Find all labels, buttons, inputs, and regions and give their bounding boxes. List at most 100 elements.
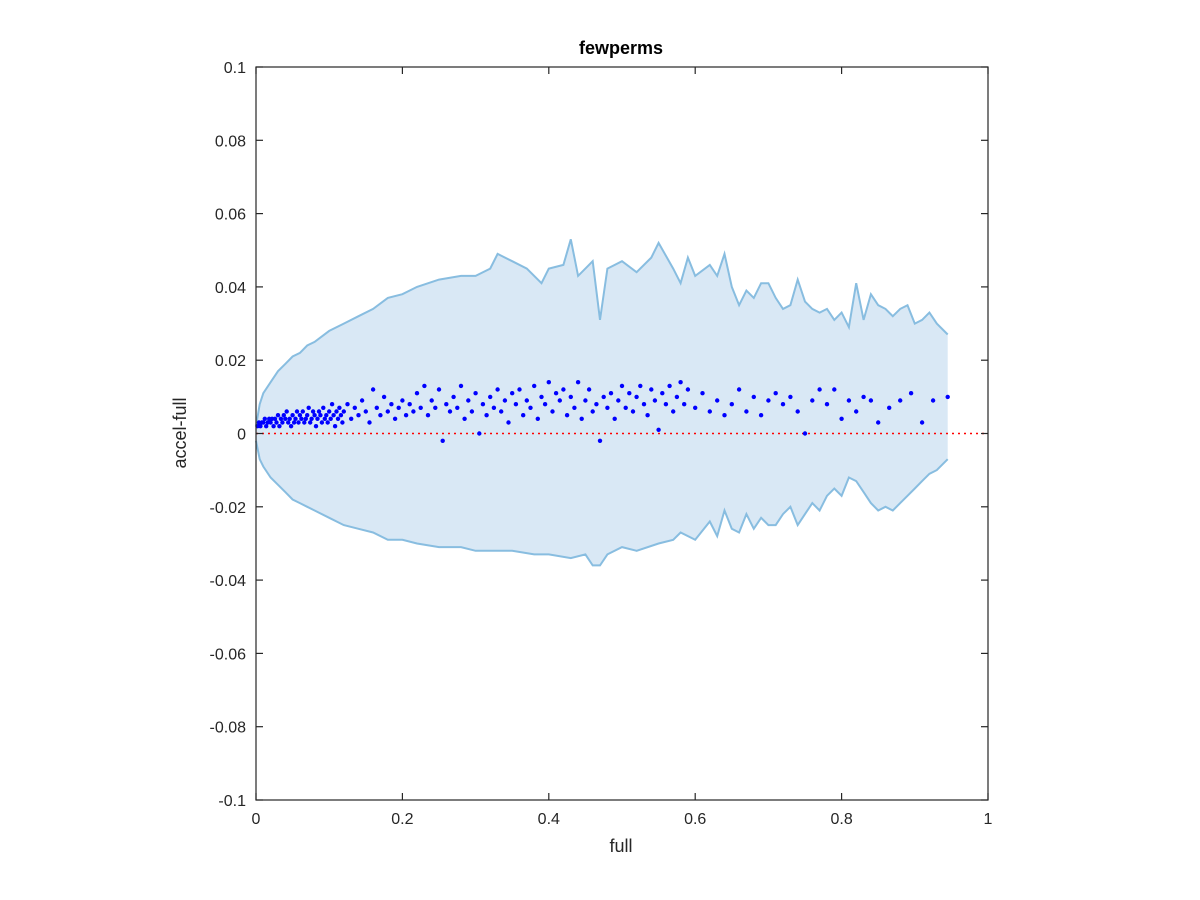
- data-point: [685, 387, 691, 392]
- data-point: [868, 398, 874, 403]
- data-point: [313, 424, 319, 429]
- axis-ticks: 0 0.2 0.4 0.6 0.8 1 -0.1 -0.08 -0.06 -0.04 -0.02 0 0…: [210, 60, 993, 828]
- data-point: [623, 405, 628, 410]
- data-point: [693, 405, 698, 410]
- data-point: [590, 409, 595, 414]
- data-point: [335, 416, 341, 421]
- data-point: [308, 420, 313, 425]
- data-point: [293, 416, 298, 421]
- data-point: [627, 391, 632, 396]
- confidence-band: [255, 239, 949, 567]
- data-point: [488, 394, 493, 400]
- data-point: [744, 409, 749, 414]
- data-point: [561, 387, 566, 392]
- data-point: [586, 387, 592, 392]
- data-point: [810, 398, 815, 403]
- data-point: [930, 398, 936, 403]
- data-point: [422, 383, 427, 389]
- data-point: [440, 438, 445, 443]
- data-point: [766, 398, 771, 403]
- data-point: [667, 383, 672, 389]
- y-tick-label: 0: [237, 427, 246, 444]
- data-point: [455, 405, 460, 410]
- data-point: [275, 413, 281, 418]
- data-point: [340, 420, 345, 425]
- data-point: [370, 387, 376, 392]
- data-point: [528, 405, 533, 410]
- data-point: [280, 420, 285, 425]
- data-point: [513, 402, 519, 407]
- scatter-points: [255, 380, 950, 443]
- data-point: [447, 409, 453, 414]
- data-point: [773, 391, 778, 396]
- data-point: [385, 409, 390, 414]
- data-point: [288, 424, 294, 429]
- band-fill: [256, 239, 948, 566]
- data-point: [817, 387, 822, 392]
- data-point: [389, 402, 394, 407]
- y-tick-label: 0.08: [215, 133, 246, 150]
- data-point: [550, 409, 555, 414]
- x-axis-title: full: [609, 836, 632, 856]
- data-point: [495, 387, 500, 392]
- x-tick-label: 1: [984, 811, 993, 828]
- data-point: [945, 394, 950, 400]
- data-point: [832, 387, 837, 392]
- data-point: [608, 391, 614, 396]
- data-point: [630, 409, 636, 414]
- data-point: [502, 398, 508, 403]
- data-point: [510, 391, 515, 396]
- y-tick-label: -0.1: [218, 793, 246, 810]
- data-point: [296, 420, 301, 425]
- data-point: [908, 391, 914, 396]
- x-tick-label: 0.2: [391, 811, 413, 828]
- data-point: [707, 409, 712, 414]
- data-point: [645, 413, 650, 418]
- data-point: [367, 420, 372, 425]
- data-point: [524, 398, 529, 403]
- data-point: [264, 424, 269, 429]
- data-point: [356, 413, 361, 418]
- data-point: [451, 394, 456, 400]
- data-point: [542, 402, 548, 407]
- y-tick-label: -0.02: [210, 500, 247, 517]
- band-upper-line: [255, 239, 949, 427]
- data-point: [345, 402, 350, 407]
- data-point: [318, 413, 323, 418]
- data-point: [291, 420, 297, 425]
- data-point: [575, 380, 581, 385]
- data-point: [359, 398, 365, 403]
- y-tick-label: 0.04: [215, 280, 246, 297]
- data-point: [329, 402, 335, 407]
- data-point: [612, 416, 617, 421]
- data-point: [429, 398, 434, 403]
- data-point: [302, 420, 307, 425]
- data-point: [322, 416, 327, 421]
- data-point: [656, 427, 661, 432]
- data-point: [663, 402, 669, 407]
- data-point: [506, 420, 511, 425]
- data-point: [521, 413, 526, 418]
- y-axis-title: accel-full: [170, 397, 190, 468]
- data-point: [272, 416, 278, 421]
- data-point: [532, 383, 537, 389]
- data-point: [652, 398, 658, 403]
- data-point: [678, 380, 683, 385]
- data-point: [306, 405, 311, 410]
- data-point: [286, 420, 291, 425]
- data-point: [299, 416, 304, 421]
- chart-title: fewperms: [579, 38, 663, 58]
- data-point: [396, 405, 401, 410]
- data-point: [715, 398, 720, 403]
- data-point: [381, 394, 387, 400]
- data-point: [634, 394, 639, 400]
- data-point: [305, 413, 310, 418]
- data-point: [341, 409, 346, 414]
- data-point: [274, 420, 279, 425]
- data-point: [491, 405, 497, 410]
- data-point: [568, 394, 573, 400]
- data-point: [499, 409, 504, 414]
- data-point: [327, 409, 332, 414]
- data-point: [315, 416, 320, 421]
- data-point: [553, 391, 559, 396]
